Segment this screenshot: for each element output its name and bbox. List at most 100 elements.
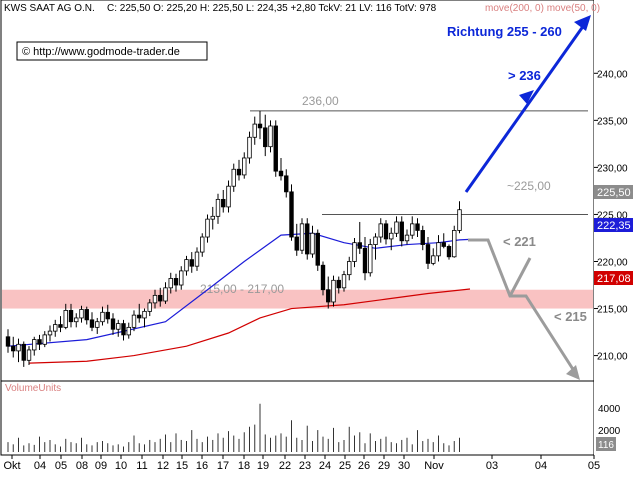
x-tick-label: Okt — [3, 460, 20, 472]
candle-body — [68, 310, 74, 323]
candle-body — [273, 125, 278, 172]
support-zone — [2, 289, 593, 309]
candle-body — [21, 343, 26, 361]
candle-body — [152, 294, 158, 304]
candle-body — [137, 314, 142, 319]
candle-body — [278, 170, 284, 177]
price-axis: 210,00 215,00 220,00 225,00 230,00 235,00 240,… — [594, 69, 628, 363]
x-tick-label: Nov — [424, 460, 444, 472]
x-tick-label: 10 — [115, 460, 127, 472]
price-tag-ma50-value: 222,35 — [597, 220, 631, 232]
candle-body — [42, 334, 47, 345]
y-tick-label: 210,00 — [597, 352, 628, 363]
x-tick-label: 12 — [157, 460, 169, 472]
candle-body — [410, 223, 415, 236]
candle-body — [110, 318, 116, 330]
x-tick-label: 22 — [279, 460, 291, 472]
candle-body — [357, 242, 362, 249]
x-tick-label: 29 — [378, 460, 390, 472]
candle-body — [425, 244, 431, 264]
x-tick-label: 23 — [299, 460, 311, 472]
candle-body — [436, 242, 441, 257]
x-tick-label: 18 — [238, 460, 250, 472]
x-tick-label: 19 — [257, 460, 269, 472]
volume-tag-bg — [596, 437, 616, 451]
candle-body — [147, 302, 152, 312]
price-tag-last-value: 225,50 — [597, 187, 631, 199]
candle-body — [257, 123, 263, 129]
x-tick-label: 25 — [339, 460, 351, 472]
candle-body — [452, 230, 457, 258]
copyright-link[interactable]: © http://www.godmode-trader.de — [22, 46, 180, 58]
candle-body — [305, 223, 310, 255]
candle-body — [158, 294, 163, 302]
ma200-line — [28, 288, 471, 364]
candle-body — [131, 314, 137, 328]
candle-body — [441, 242, 446, 247]
bear-arrow-alt — [508, 257, 532, 297]
candle-body — [84, 309, 89, 321]
candle-body — [53, 324, 58, 332]
level-215-label: < 215 — [554, 309, 587, 324]
volume-tag-value: 116 — [598, 440, 614, 451]
candle-body — [294, 236, 299, 251]
bull-arrow-shaft — [464, 24, 586, 193]
candle-body — [5, 336, 11, 347]
candle-body — [189, 259, 194, 267]
candle-body — [252, 123, 257, 138]
volume-bars-group — [7, 403, 460, 452]
instrument-name: KWS SAAT AG O.N. — [4, 3, 95, 14]
candle-body — [121, 323, 126, 336]
x-tick-label: 05 — [55, 460, 67, 472]
target-236-label: > 236 — [508, 68, 541, 83]
candle-body — [399, 221, 404, 242]
candle-body — [326, 289, 331, 303]
support-zone-label: 215,00 - 217,00 — [200, 282, 284, 296]
bull-arrowhead-top — [574, 15, 591, 31]
candle-body — [79, 309, 84, 319]
y-tick-label: 230,00 — [597, 163, 628, 174]
x-tick-label: 15 — [176, 460, 188, 472]
x-tick-label: 08 — [76, 460, 88, 472]
candle-body — [47, 330, 53, 336]
candle-body — [221, 198, 226, 208]
price-tag-last-bg — [594, 185, 633, 199]
candle-body — [163, 287, 168, 302]
candle-body — [179, 270, 184, 286]
candle-body — [142, 310, 147, 319]
bearish-scenario-arrows — [468, 238, 580, 380]
target-main-label: Richtung 255 - 260 — [447, 24, 562, 39]
x-tick-label: 09 — [95, 460, 107, 472]
candle-body — [100, 311, 105, 323]
resistance-label-236: 236,00 — [302, 94, 339, 108]
candle-body — [231, 168, 236, 187]
candle-body — [299, 223, 305, 251]
x-tick-label: 30 — [398, 460, 410, 472]
candle-body — [289, 191, 294, 238]
volume-tick-label: 4000 — [598, 404, 621, 415]
price-tag-ma50-bg — [594, 218, 633, 232]
candle-body — [205, 218, 210, 238]
x-tick-label: 16 — [196, 460, 208, 472]
candle-body — [215, 198, 221, 217]
x-tick-label: 04 — [535, 460, 547, 472]
candle-body — [126, 326, 131, 336]
candle-body — [310, 232, 315, 255]
price-tag-ma200-value: 217,08 — [597, 273, 631, 285]
candle-body — [415, 223, 420, 231]
candle-body — [315, 232, 320, 266]
bull-arrowhead-236 — [519, 90, 534, 104]
candle-body — [89, 319, 95, 328]
bear-arrowhead — [566, 365, 580, 380]
candle-body — [26, 349, 32, 361]
candle-body — [247, 136, 252, 159]
candle-body — [105, 311, 110, 320]
time-axis: Okt 04 05 08 09 10 11 12 15 16 17 18 19 22 23 24 25 26 29 3… — [3, 455, 600, 472]
x-tick-label: 04 — [34, 460, 46, 472]
x-tick-label: 26 — [358, 460, 370, 472]
candle-body — [11, 345, 16, 352]
bullish-scenario-arrows — [464, 15, 591, 193]
y-tick-label: 235,00 — [597, 116, 628, 127]
candle-body — [63, 310, 68, 328]
